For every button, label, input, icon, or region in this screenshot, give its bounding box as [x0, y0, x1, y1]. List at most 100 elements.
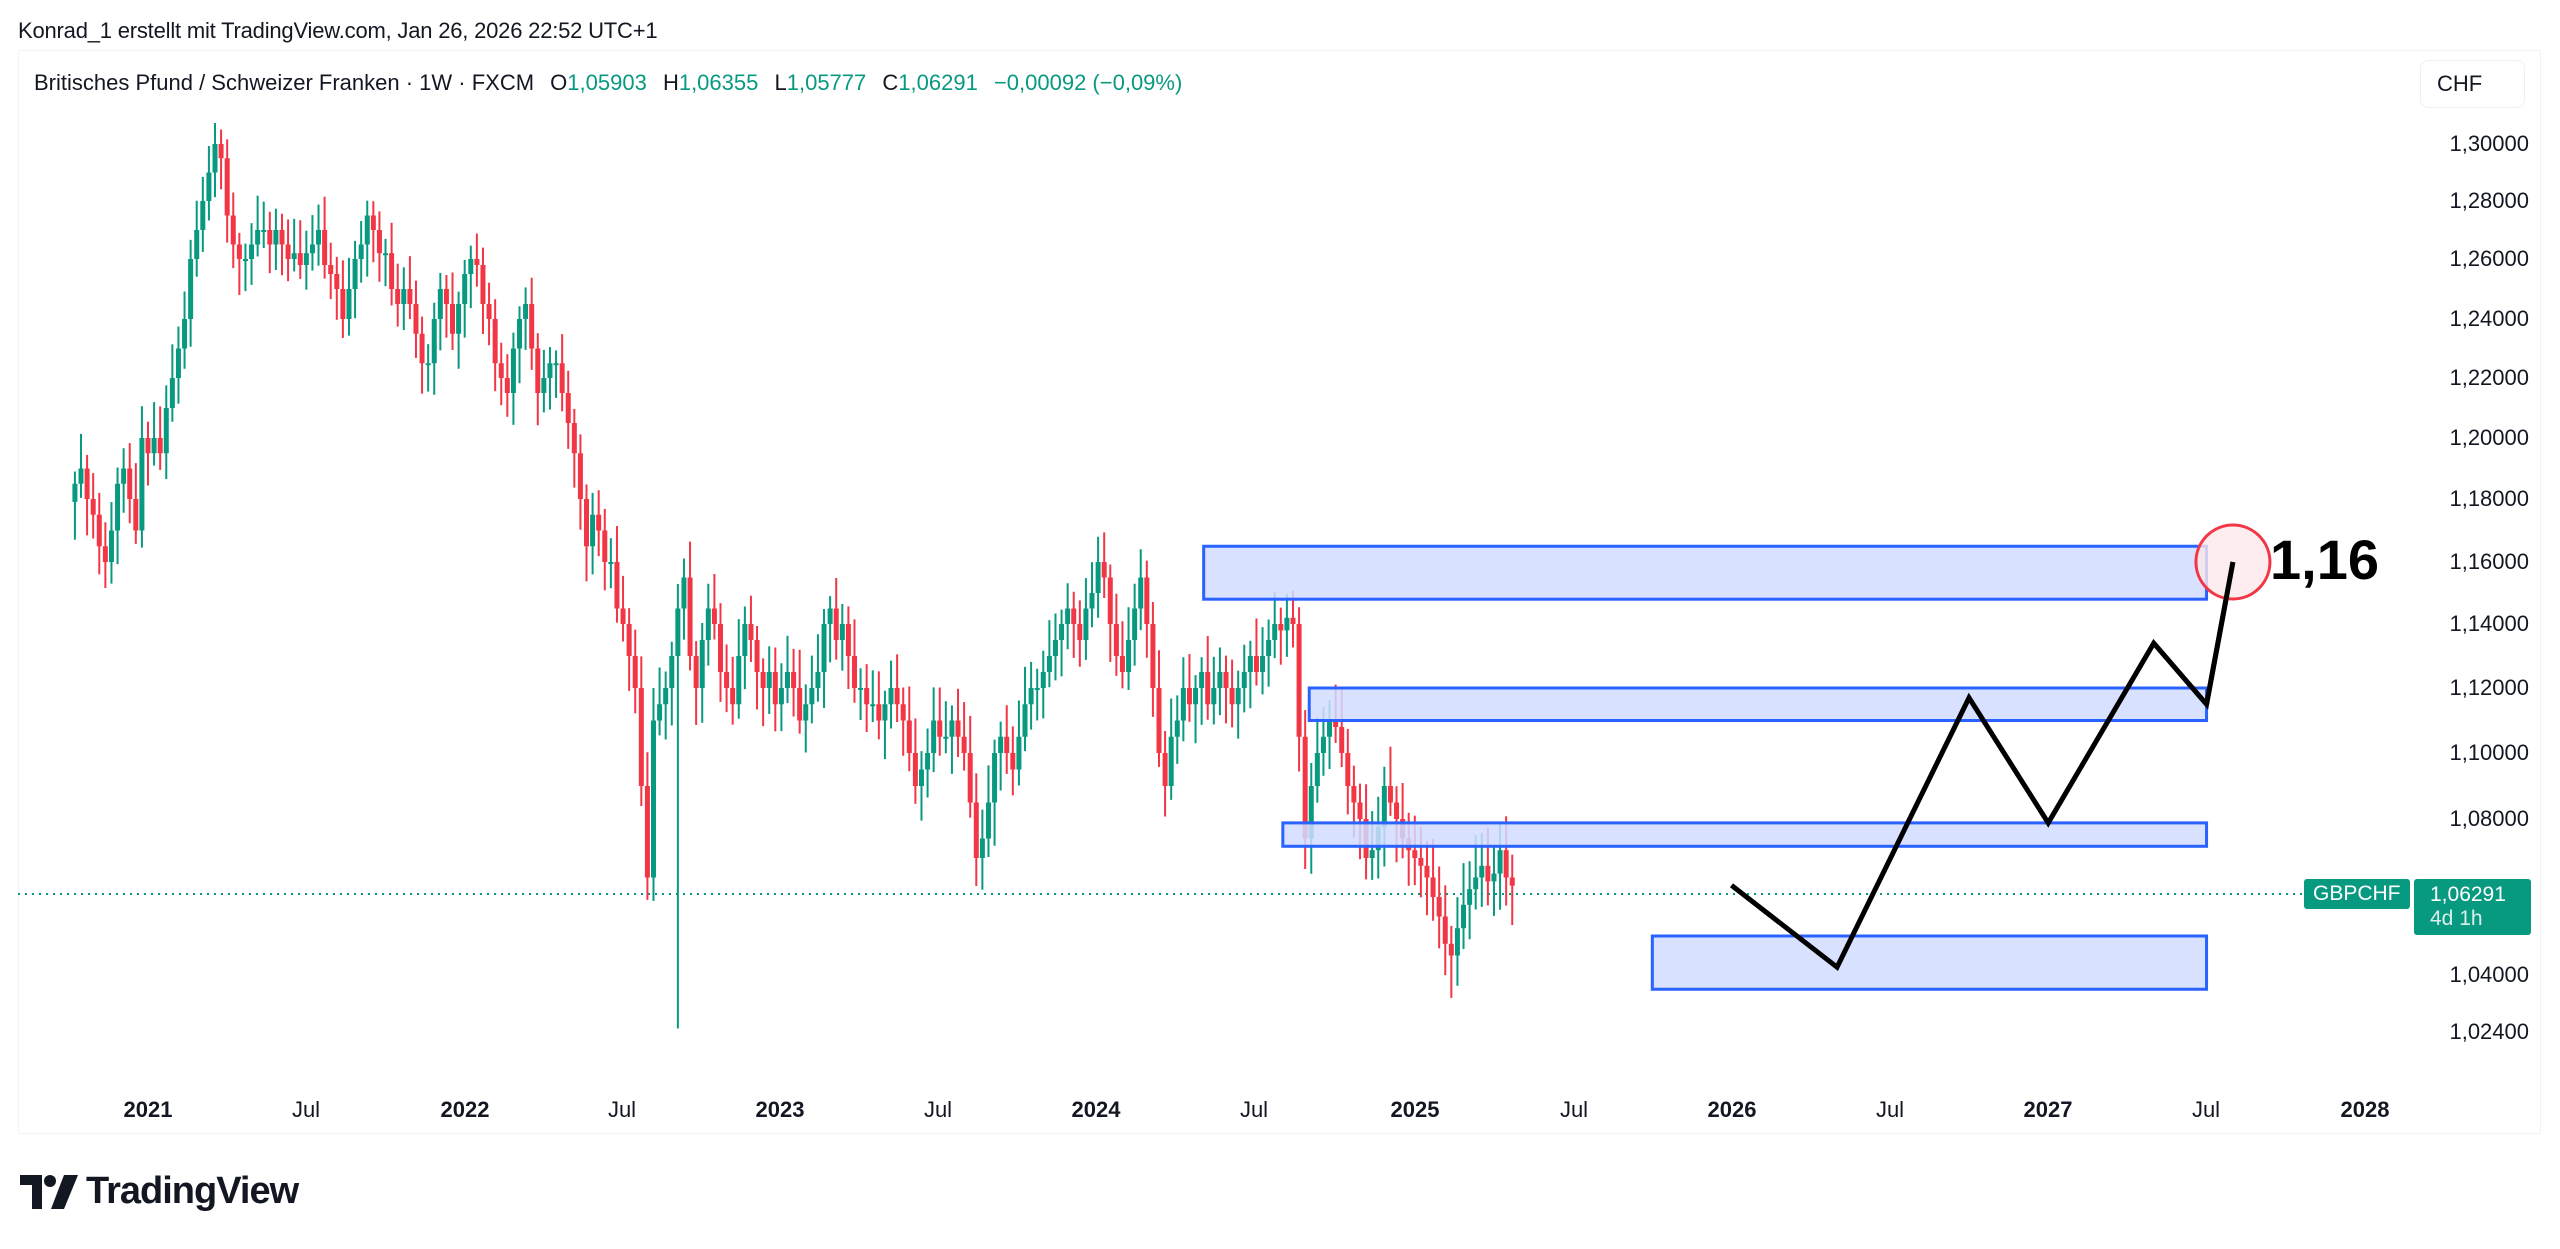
candle — [620, 608, 626, 624]
candle — [322, 230, 328, 265]
candle — [1424, 865, 1430, 878]
candle — [748, 624, 754, 640]
candle — [766, 672, 772, 688]
candle — [693, 656, 699, 688]
candle — [1083, 608, 1089, 640]
candle — [1473, 877, 1479, 890]
candle — [1107, 577, 1113, 624]
candle — [803, 704, 809, 721]
candle — [517, 319, 523, 349]
candle — [1314, 753, 1320, 786]
candle — [1497, 850, 1503, 874]
candle — [1199, 672, 1205, 688]
zone-1.12[interactable] — [1307, 686, 2209, 722]
candle — [200, 201, 206, 230]
candle — [84, 468, 90, 499]
candle — [492, 319, 498, 364]
zone-1.08[interactable] — [1281, 821, 2209, 848]
candle — [1296, 624, 1302, 737]
price-tick: 1,16000 — [2449, 549, 2529, 574]
candle — [596, 514, 602, 531]
candle — [699, 640, 705, 688]
candle — [1272, 624, 1278, 640]
time-tick: Jul — [607, 1097, 637, 1122]
candle — [730, 688, 736, 705]
candle — [1010, 753, 1016, 770]
candle — [212, 144, 218, 173]
chart-legend: Britisches Pfund / Schweizer Franken · 1… — [34, 70, 1182, 96]
candle — [1351, 786, 1357, 803]
time-tick: Jul — [1239, 1097, 1269, 1122]
supply-zone-top[interactable] — [1202, 544, 2209, 601]
candle — [182, 319, 188, 349]
time-tick: Jul — [2191, 1097, 2221, 1122]
candle — [175, 348, 181, 378]
candle — [724, 672, 730, 688]
candle — [529, 304, 535, 349]
tradingview-logo: TradingView — [20, 1170, 299, 1213]
candle — [1260, 656, 1266, 672]
candle — [1381, 786, 1387, 827]
candle — [608, 562, 614, 564]
candle — [675, 608, 681, 656]
candle — [236, 244, 242, 259]
candle — [163, 408, 169, 454]
candle — [1454, 928, 1460, 956]
candle — [894, 688, 900, 705]
candle — [1290, 617, 1296, 624]
candle — [1223, 672, 1229, 688]
candle — [1278, 624, 1284, 631]
candle — [1004, 736, 1010, 753]
candle — [1144, 577, 1150, 624]
target-label[interactable]: 1,16 — [2270, 528, 2379, 591]
candle — [145, 438, 151, 454]
candle — [845, 624, 851, 656]
currency-button[interactable]: CHF — [2420, 60, 2525, 108]
demand-zone-bottom[interactable] — [1650, 934, 2209, 991]
price-tick: 1,20000 — [2449, 425, 2529, 450]
candle — [1229, 688, 1235, 705]
candle — [1052, 640, 1058, 656]
candle — [553, 363, 559, 366]
candle — [1168, 736, 1174, 786]
candle — [614, 562, 620, 609]
candle — [218, 144, 224, 159]
candle — [937, 720, 943, 737]
candle — [316, 230, 322, 245]
candle — [1345, 753, 1351, 786]
candle — [736, 656, 742, 705]
candle — [407, 289, 413, 304]
candle — [188, 259, 194, 319]
candle — [1327, 720, 1333, 737]
candle — [443, 289, 449, 304]
price-tick: 1,28000 — [2449, 188, 2529, 213]
candle — [663, 688, 669, 705]
candle — [419, 333, 425, 364]
candle — [115, 483, 121, 531]
candle — [364, 215, 370, 245]
candle — [1467, 889, 1473, 905]
candle — [851, 656, 857, 688]
time-tick: 2023 — [755, 1097, 805, 1122]
symbol-title[interactable]: Britisches Pfund / Schweizer Franken · 1… — [34, 70, 535, 95]
projection-path-line[interactable] — [1729, 561, 2236, 972]
open-value: 1,05903 — [567, 70, 647, 95]
candle — [102, 546, 108, 562]
time-tick: 2025 — [1390, 1097, 1440, 1122]
candle — [1412, 850, 1418, 858]
candle — [1339, 727, 1345, 753]
open-label: O — [550, 70, 568, 95]
candle — [413, 304, 419, 334]
candle — [78, 468, 84, 484]
time-tick: 2027 — [2023, 1097, 2073, 1122]
close-label: C — [882, 70, 899, 95]
price-tick: 1,08000 — [2449, 806, 2529, 831]
candle — [669, 656, 675, 688]
candle — [127, 468, 133, 499]
candle — [973, 802, 979, 858]
candle — [431, 319, 437, 364]
last-price-value: 1,06291 — [2430, 883, 2506, 906]
price-tick: 1,10000 — [2449, 740, 2529, 765]
candle — [194, 230, 200, 259]
